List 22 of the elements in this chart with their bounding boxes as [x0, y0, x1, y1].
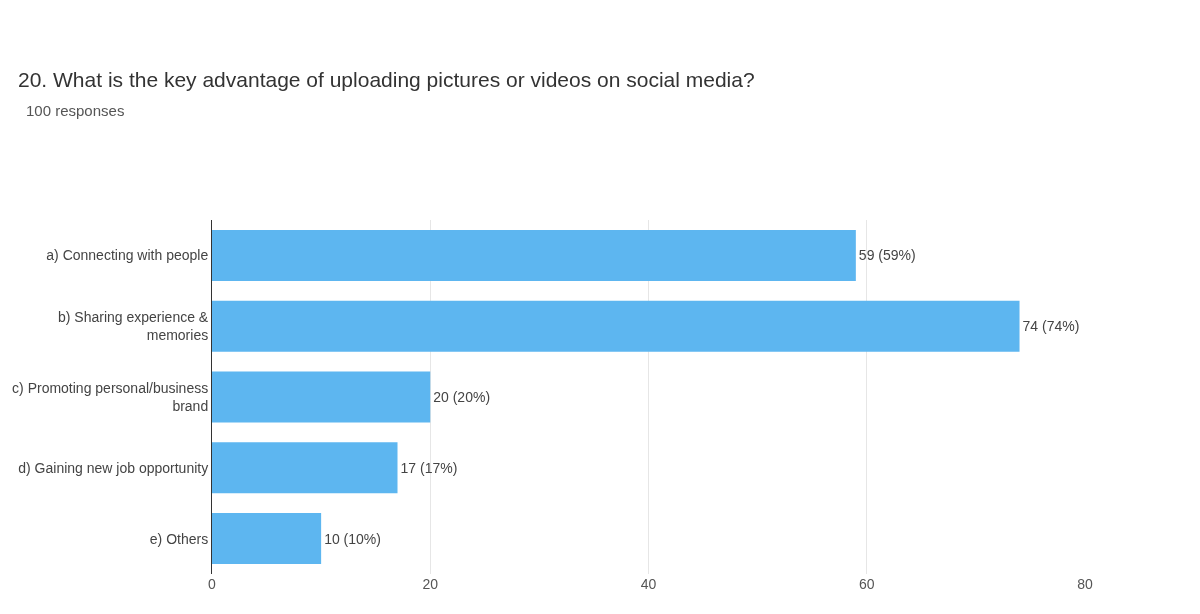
x-tick-label: 40 [640, 576, 657, 592]
y-tick-label: d) Gaining new job opportunity [18, 459, 209, 476]
text: 100 responses [26, 102, 125, 119]
bar [212, 300, 1020, 352]
data-label: 10 (10%) [324, 530, 381, 547]
data-label: 59 (59%) [858, 247, 916, 264]
y-tick-label: b) Sharing experience & memories [58, 309, 209, 344]
bar [212, 229, 856, 281]
bar [212, 371, 431, 423]
bar [212, 513, 322, 565]
y-tick-label: e) Others [149, 530, 209, 547]
x-tick-label: 60 [858, 576, 875, 592]
x-tick-label: 0 [208, 576, 217, 592]
data-label: 20 (20%) [433, 389, 491, 405]
data-label: 17 (17%) [400, 459, 458, 476]
x-tick-label: 80 [1077, 576, 1093, 592]
bar [212, 442, 398, 494]
chart-title: 20. What is the key advantage of uploading pictures or videos on social media? [18, 68, 755, 92]
y-tick-label: a) Connecting with people [46, 247, 209, 264]
y-tick-label: c) Promoting personal/business brand [12, 379, 209, 414]
x-tick-label: 20 [422, 576, 439, 592]
data-label: 74 (74%) [1022, 318, 1080, 335]
